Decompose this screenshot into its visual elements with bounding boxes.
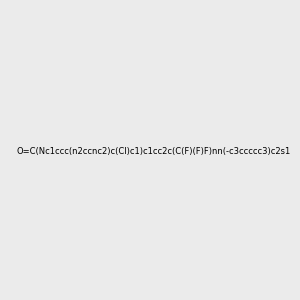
Text: O=C(Nc1ccc(n2ccnc2)c(Cl)c1)c1cc2c(C(F)(F)F)nn(-c3ccccc3)c2s1: O=C(Nc1ccc(n2ccnc2)c(Cl)c1)c1cc2c(C(F)(F… [16,147,291,156]
